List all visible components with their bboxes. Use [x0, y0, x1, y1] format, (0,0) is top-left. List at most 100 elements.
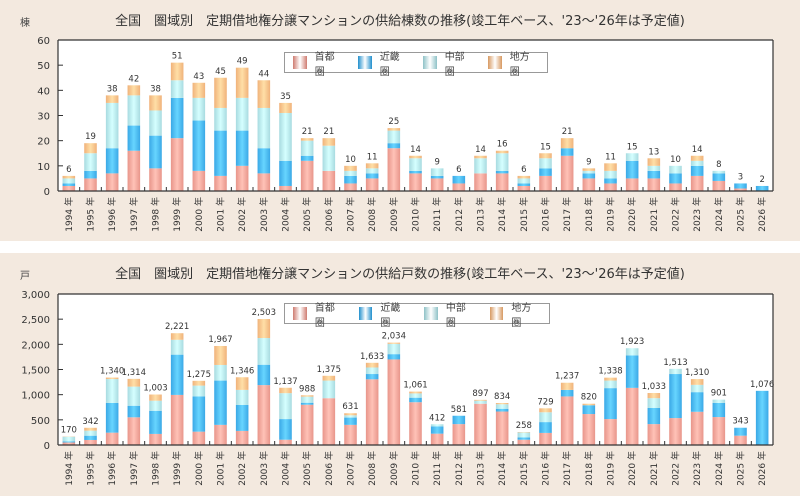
bar-segment-chubu — [625, 153, 639, 161]
legend-label: 首都圏 — [314, 302, 335, 329]
x-tick-label: 2003 年 — [258, 197, 270, 232]
bar-segment-kinki — [647, 170, 661, 179]
legend-item-chihou: 地方圏 — [488, 48, 539, 78]
bar-segment-chihou — [604, 377, 617, 381]
bar-segment-chubu — [647, 398, 661, 409]
bar-segment-chubu — [365, 168, 379, 174]
bar-total-label: 21 — [562, 127, 573, 137]
bar-segment-shutoken — [387, 359, 401, 445]
bar-segment-kinki — [300, 155, 314, 161]
bar-segment-chubu — [344, 170, 357, 176]
bar-segment-chihou — [149, 394, 162, 401]
bar-segment-shutoken — [430, 178, 444, 191]
bar-total-label: 14 — [410, 145, 421, 155]
bar-segment-shutoken — [582, 414, 596, 445]
bar-segment-chihou — [647, 393, 661, 399]
bar-total-label: 19 — [85, 132, 96, 142]
legend-swatch — [488, 56, 502, 69]
bar-segment-shutoken — [127, 150, 141, 191]
bar-segment-chubu — [712, 170, 726, 174]
bar-segment-shutoken — [734, 188, 747, 191]
bar-total-label: 6 — [66, 165, 71, 175]
bar-segment-chubu — [300, 140, 314, 156]
bar-segment-chihou — [127, 378, 141, 387]
bar-total-label: 1,237 — [555, 372, 579, 382]
bar-segment-kinki — [452, 175, 466, 184]
bar-segment-shutoken — [84, 178, 97, 191]
x-tick-label: 2002 年 — [236, 451, 248, 486]
x-tick-label: 2008 年 — [366, 197, 378, 232]
bar-total-label: 1,346 — [230, 366, 254, 376]
x-tick-label: 2021 年 — [648, 451, 660, 486]
bar-segment-chubu — [387, 343, 401, 355]
bar-segment-shutoken — [625, 178, 639, 191]
bar-segment-chubu — [344, 415, 357, 418]
bar-segment-chihou — [214, 345, 227, 365]
bar-total-label: 43 — [193, 72, 204, 82]
x-tick-label: 1998 年 — [150, 451, 162, 486]
legend-swatch — [293, 56, 307, 69]
bar-total-label: 1,033 — [642, 382, 666, 392]
bar-segment-shutoken — [625, 387, 639, 445]
bar-segment-chubu — [127, 386, 141, 406]
bar-segment-kinki — [170, 354, 184, 395]
bar-segment-shutoken — [495, 173, 509, 191]
bar-segment-shutoken — [452, 424, 466, 445]
bar-segment-chubu — [517, 178, 531, 184]
bar-segment-chubu — [322, 380, 336, 399]
bar-segment-chihou — [84, 143, 97, 154]
bar-total-label: 412 — [429, 413, 445, 423]
bar-segment-kinki — [734, 427, 747, 436]
y-tick-label: 1,000 — [21, 391, 50, 402]
y-tick-label: 50 — [37, 61, 50, 72]
bar-segment-chihou — [344, 165, 357, 171]
bar-segment-chubu — [62, 436, 76, 442]
bar-segment-chubu — [214, 107, 227, 131]
bar-segment-kinki — [517, 437, 531, 440]
bar-segment-shutoken — [734, 435, 747, 445]
bar-total-label: 11 — [605, 152, 616, 162]
bar-segment-shutoken — [690, 175, 704, 191]
bar-segment-kinki — [257, 364, 271, 386]
bar-segment-chubu — [149, 400, 162, 411]
bar-total-label: 42 — [128, 74, 139, 84]
bar-segment-kinki — [149, 135, 162, 169]
x-tick-label: 2013 年 — [475, 451, 487, 486]
bar-segment-kinki — [560, 389, 574, 397]
bar-segment-chihou — [170, 333, 184, 340]
bar-segment-shutoken — [712, 180, 726, 191]
bar-segment-shutoken — [582, 178, 596, 191]
bar-total-label: 820 — [581, 393, 597, 403]
legend-swatch — [358, 307, 373, 320]
x-tick-label: 2025 年 — [735, 197, 747, 232]
bar-total-label: 988 — [299, 384, 315, 394]
bar-total-label: 1,003 — [143, 384, 167, 394]
bar-segment-chihou — [257, 80, 271, 108]
bar-total-label: 834 — [494, 392, 510, 402]
x-tick-label: 2019 年 — [605, 451, 617, 486]
bar-total-label: 15 — [627, 142, 638, 152]
x-tick-label: 2012 年 — [453, 197, 465, 232]
legend-item-chihou: 地方圏 — [489, 299, 542, 329]
bar-total-label: 10 — [345, 155, 356, 165]
x-tick-label: 2006 年 — [323, 197, 335, 232]
bar-total-label: 1,375 — [317, 365, 341, 375]
bar-segment-chihou — [105, 95, 119, 103]
bar-segment-chihou — [409, 391, 422, 394]
bar-segment-kinki — [62, 183, 76, 186]
bar-segment-kinki — [625, 355, 639, 388]
bar-segment-chihou — [170, 62, 184, 81]
bar-segment-shutoken — [84, 439, 97, 445]
bar-segment-shutoken — [409, 402, 422, 445]
bar-segment-chubu — [539, 158, 552, 169]
bar-segment-chubu — [84, 430, 97, 436]
bar-segment-kinki — [214, 380, 227, 425]
bar-segment-chubu — [474, 158, 487, 174]
bar-total-label: 1,338 — [598, 367, 622, 377]
x-tick-label: 2005 年 — [301, 197, 313, 232]
x-tick-label: 1995 年 — [85, 451, 97, 486]
bar-segment-chihou — [62, 175, 76, 179]
bar-segment-shutoken — [235, 430, 249, 445]
y-tick-label: 60 — [37, 36, 50, 47]
bar-segment-kinki — [127, 405, 141, 418]
